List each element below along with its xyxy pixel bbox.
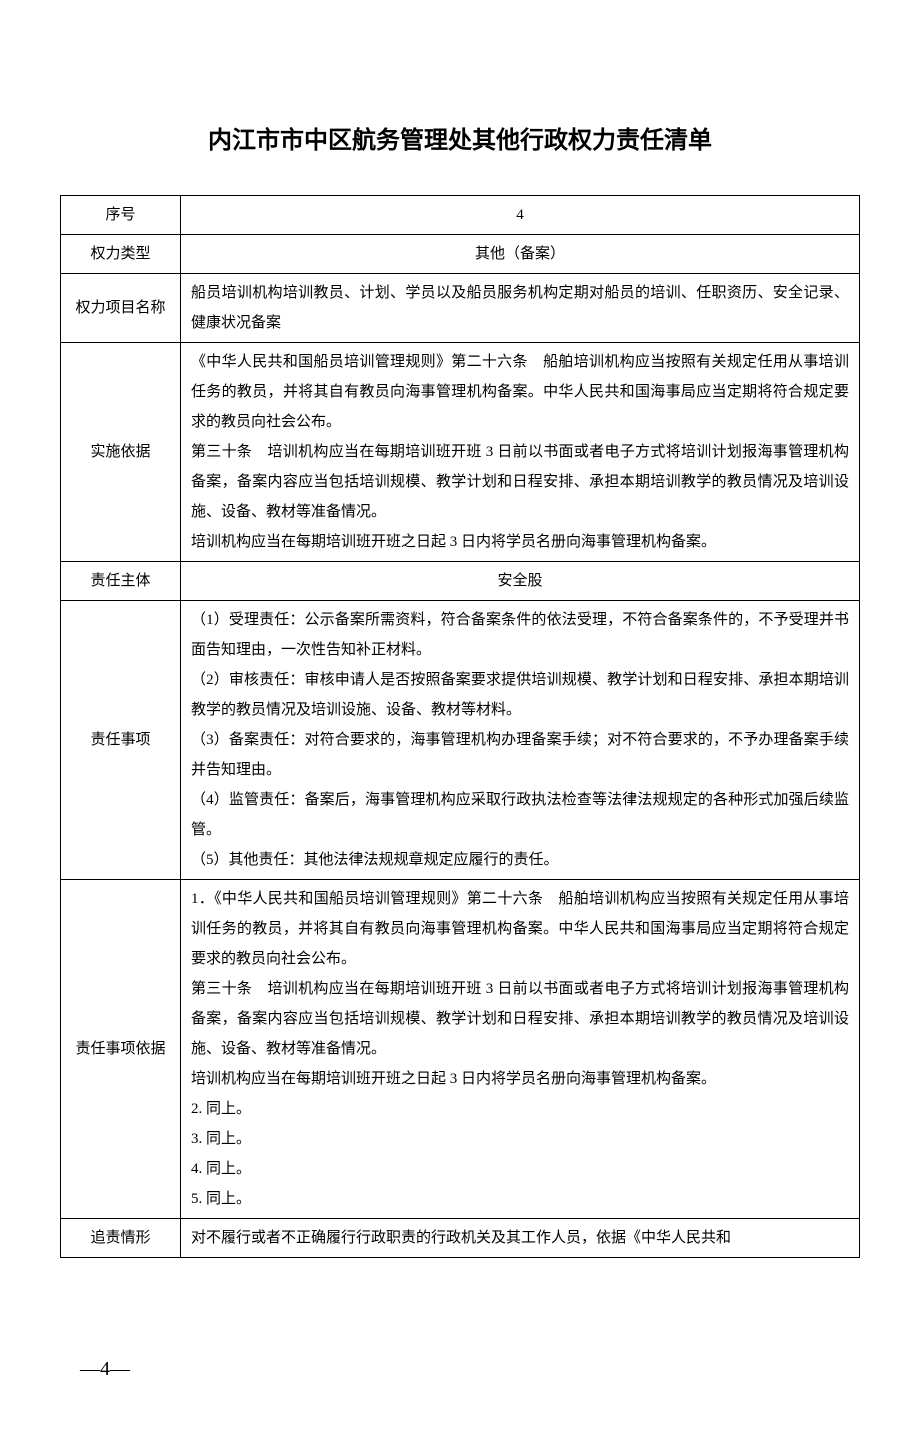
table-row: 权力项目名称 船员培训机构培训教员、计划、学员以及船员服务机构定期对船员的培训、… [61,274,860,343]
type-value: 其他（备案） [181,235,860,274]
table-row: 追责情形 对不履行或者不正确履行行政职责的行政机关及其工作人员，依据《中华人民共… [61,1219,860,1258]
responsibility-table: 序号 4 权力类型 其他（备案） 权力项目名称 船员培训机构培训教员、计划、学员… [60,195,860,1258]
serial-value: 4 [181,196,860,235]
basis-label: 实施依据 [61,343,181,562]
table-row: 责任事项 （1）受理责任：公示备案所需资料，符合备案条件的依法受理，不符合备案条… [61,601,860,880]
duty-basis-value: 1．《中华人民共和国船员培训管理规则》第二十六条 船舶培训机构应当按照有关规定任… [181,880,860,1219]
page-number: —4— [60,1358,860,1381]
serial-label: 序号 [61,196,181,235]
basis-value: 《中华人民共和国船员培训管理规则》第二十六条 船舶培训机构应当按照有关规定任用从… [181,343,860,562]
table-row: 实施依据 《中华人民共和国船员培训管理规则》第二十六条 船舶培训机构应当按照有关… [61,343,860,562]
table-row: 权力类型 其他（备案） [61,235,860,274]
name-label: 权力项目名称 [61,274,181,343]
subject-value: 安全股 [181,562,860,601]
name-value: 船员培训机构培训教员、计划、学员以及船员服务机构定期对船员的培训、任职资历、安全… [181,274,860,343]
accountability-label: 追责情形 [61,1219,181,1258]
table-row: 序号 4 [61,196,860,235]
table-row: 责任主体 安全股 [61,562,860,601]
duty-label: 责任事项 [61,601,181,880]
table-row: 责任事项依据 1．《中华人民共和国船员培训管理规则》第二十六条 船舶培训机构应当… [61,880,860,1219]
duty-basis-label: 责任事项依据 [61,880,181,1219]
type-label: 权力类型 [61,235,181,274]
duty-value: （1）受理责任：公示备案所需资料，符合备案条件的依法受理，不符合备案条件的，不予… [181,601,860,880]
subject-label: 责任主体 [61,562,181,601]
page-title: 内江市市中区航务管理处其他行政权力责任清单 [60,120,860,155]
accountability-value: 对不履行或者不正确履行行政职责的行政机关及其工作人员，依据《中华人民共和 [181,1219,860,1258]
